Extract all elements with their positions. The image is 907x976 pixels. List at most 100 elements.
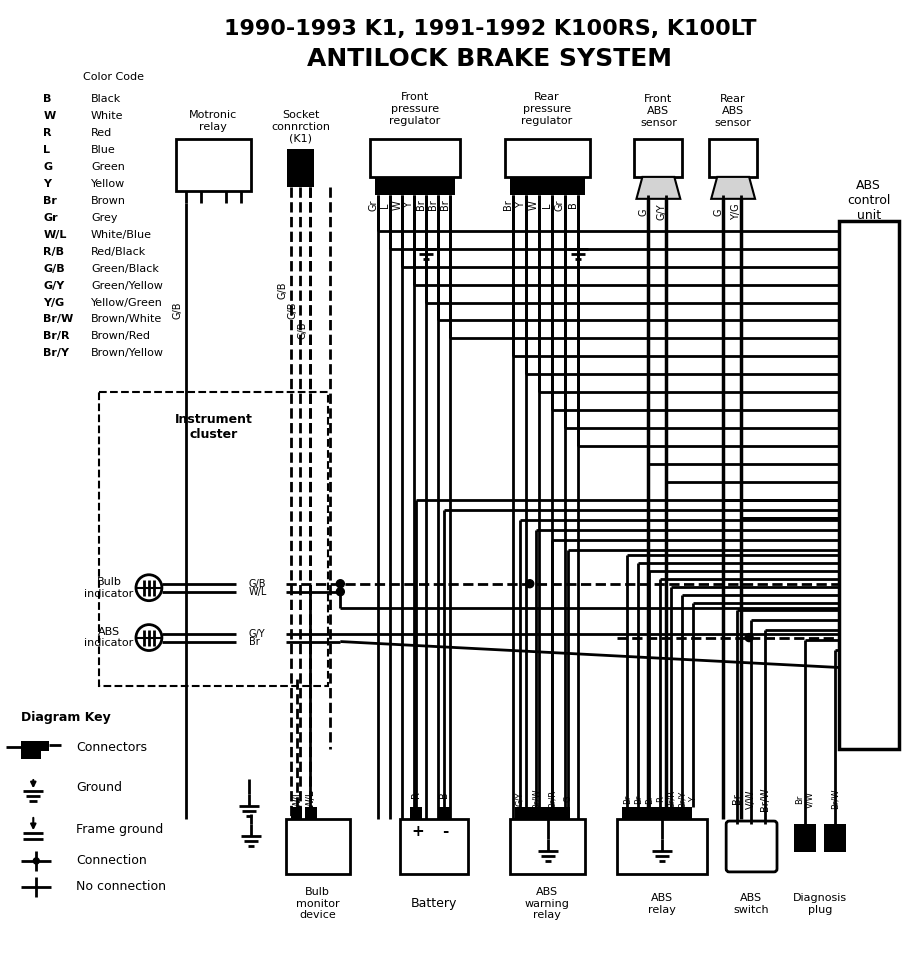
Text: R: R <box>411 791 421 797</box>
Text: R: R <box>656 796 665 802</box>
Bar <box>306 807 317 819</box>
Text: G/B: G/B <box>288 302 297 319</box>
Text: Connectors: Connectors <box>76 741 147 753</box>
Text: R: R <box>44 128 52 138</box>
Text: Green/Black: Green/Black <box>91 264 159 273</box>
Text: Y: Y <box>516 202 526 208</box>
Bar <box>634 139 682 177</box>
Text: Br/W: Br/W <box>44 314 73 324</box>
Text: R/B: R/B <box>44 247 64 257</box>
Text: W: W <box>44 111 55 121</box>
Text: W/L: W/L <box>249 587 267 596</box>
Text: G/B: G/B <box>278 282 288 300</box>
Text: -: - <box>442 824 448 838</box>
Text: ANTILOCK BRAKE SYSTEM: ANTILOCK BRAKE SYSTEM <box>307 47 672 71</box>
Text: Yellow: Yellow <box>91 179 125 189</box>
Text: Br: Br <box>502 199 512 210</box>
Text: Br/W: Br/W <box>532 789 541 809</box>
Text: G: G <box>44 162 53 172</box>
Text: ABS
control
unit: ABS control unit <box>847 180 891 223</box>
Bar <box>287 149 315 186</box>
Text: Bulb
indicator: Bulb indicator <box>84 577 133 598</box>
Text: Bulb
monitor
device: Bulb monitor device <box>296 887 339 920</box>
Bar <box>824 824 846 852</box>
Text: Br/Y: Br/Y <box>678 791 687 808</box>
Text: Front
ABS
sensor: Front ABS sensor <box>640 95 677 128</box>
Text: G/Y: G/Y <box>44 280 64 291</box>
Text: Grey: Grey <box>91 213 118 223</box>
Text: G/B: G/B <box>44 264 65 273</box>
Text: Br/R: Br/R <box>667 790 676 808</box>
Text: Frame ground: Frame ground <box>76 823 163 835</box>
Text: Y: Y <box>44 179 52 189</box>
Text: Gr: Gr <box>44 213 58 223</box>
Text: G/B: G/B <box>249 579 266 589</box>
Bar <box>505 139 590 177</box>
Text: White/Blue: White/Blue <box>91 229 152 240</box>
Text: W: W <box>392 200 402 210</box>
Polygon shape <box>637 177 680 199</box>
Text: White: White <box>91 111 123 121</box>
Text: Gr: Gr <box>555 199 565 211</box>
Text: Yellow/Green: Yellow/Green <box>91 298 163 307</box>
Bar <box>515 807 570 819</box>
Text: ABS
indicator: ABS indicator <box>84 627 133 648</box>
Text: Battery: Battery <box>411 897 457 911</box>
Text: Brown/Red: Brown/Red <box>91 332 151 342</box>
Text: G/Y: G/Y <box>657 203 667 221</box>
Text: Green: Green <box>91 162 125 172</box>
Text: Br: Br <box>440 199 450 210</box>
Text: W/L: W/L <box>44 229 66 240</box>
Bar <box>622 807 692 819</box>
Text: L: L <box>541 202 551 208</box>
Text: Br/W: Br/W <box>830 789 839 809</box>
Bar <box>22 742 49 752</box>
Text: W/L: W/L <box>292 790 302 808</box>
Bar <box>286 819 350 874</box>
Bar <box>794 824 816 852</box>
Text: Blue: Blue <box>91 145 116 155</box>
Text: Socket
connrction
(K1): Socket connrction (K1) <box>271 110 330 143</box>
Text: G: G <box>563 795 572 802</box>
Text: ABS
switch: ABS switch <box>733 893 769 915</box>
Text: Gr: Gr <box>368 199 378 211</box>
Text: L: L <box>380 202 390 208</box>
Text: Br: Br <box>249 636 259 646</box>
Text: Red: Red <box>91 128 112 138</box>
Text: Br/W: Br/W <box>760 788 770 811</box>
Text: +: + <box>412 824 424 838</box>
Text: W/L: W/L <box>306 790 316 808</box>
Text: Br: Br <box>645 794 654 804</box>
Text: Diagram Key: Diagram Key <box>22 711 111 724</box>
Bar <box>290 807 302 819</box>
Circle shape <box>746 633 753 641</box>
Bar <box>510 819 585 874</box>
Text: Y: Y <box>688 796 697 801</box>
Text: Br: Br <box>44 196 57 206</box>
Text: G/B: G/B <box>173 302 183 319</box>
Bar <box>375 177 455 195</box>
Bar <box>510 177 585 195</box>
Text: Y/G: Y/G <box>44 298 64 307</box>
Bar <box>410 807 422 819</box>
Text: Ground: Ground <box>76 781 122 793</box>
Text: Instrument
cluster: Instrument cluster <box>175 413 253 441</box>
Text: Green/Yellow: Green/Yellow <box>91 280 163 291</box>
Bar <box>99 392 328 686</box>
Text: Br: Br <box>623 794 632 804</box>
Polygon shape <box>711 177 755 199</box>
Text: Br: Br <box>634 794 643 804</box>
Circle shape <box>336 588 345 595</box>
Text: Y/G: Y/G <box>731 203 741 221</box>
Text: B: B <box>568 201 578 208</box>
Bar <box>400 819 468 874</box>
Text: Brown/White: Brown/White <box>91 314 162 324</box>
Circle shape <box>336 580 345 588</box>
Text: Front
pressure
regulator: Front pressure regulator <box>389 93 441 126</box>
Text: Diagnosis
plug: Diagnosis plug <box>793 893 847 915</box>
Text: Red/Black: Red/Black <box>91 247 146 257</box>
Bar <box>709 139 757 177</box>
Text: Br: Br <box>428 199 438 210</box>
Text: B: B <box>439 791 449 797</box>
Text: Br: Br <box>416 199 426 210</box>
